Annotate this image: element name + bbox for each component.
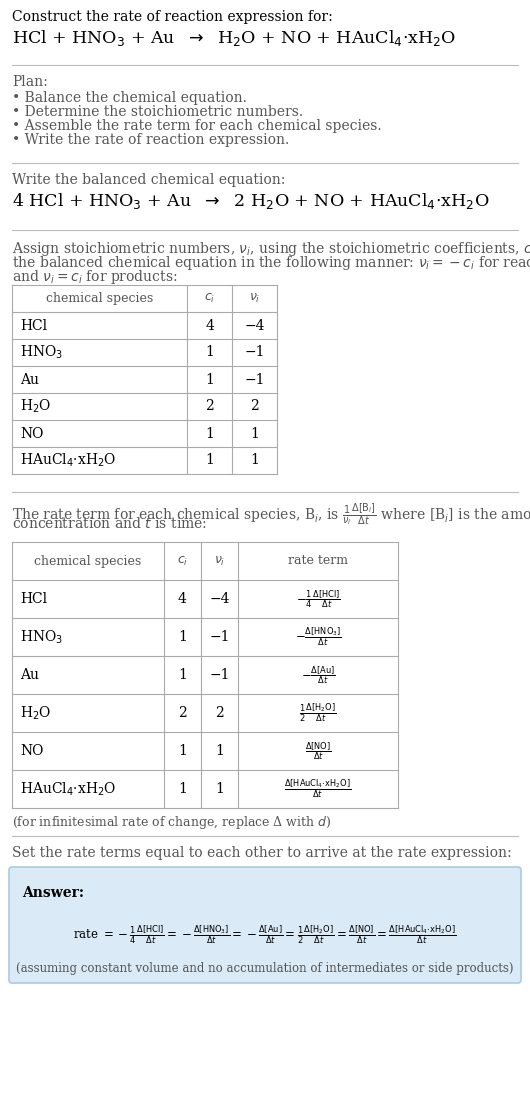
Text: Answer:: Answer: (22, 886, 84, 900)
Text: Au: Au (20, 372, 39, 387)
Text: 2: 2 (205, 400, 214, 413)
Text: HAuCl$_4$·xH$_2$O: HAuCl$_4$·xH$_2$O (20, 452, 117, 469)
Text: chemical species: chemical species (46, 293, 153, 305)
Text: • Write the rate of reaction expression.: • Write the rate of reaction expression. (12, 133, 289, 147)
Text: HCl: HCl (20, 318, 47, 332)
Text: Au: Au (20, 668, 39, 683)
Text: 2: 2 (215, 706, 224, 720)
Text: Write the balanced chemical equation:: Write the balanced chemical equation: (12, 173, 285, 187)
Text: Assign stoichiometric numbers, $\nu_i$, using the stoichiometric coefficients, $: Assign stoichiometric numbers, $\nu_i$, … (12, 240, 530, 258)
Text: $\nu_i$: $\nu_i$ (249, 291, 260, 305)
Text: (for infinitesimal rate of change, replace Δ with $d$): (for infinitesimal rate of change, repla… (12, 814, 331, 831)
FancyBboxPatch shape (9, 866, 521, 983)
Text: $c_i$: $c_i$ (204, 291, 215, 305)
Text: $\nu_i$: $\nu_i$ (214, 554, 225, 567)
Text: 1: 1 (178, 630, 187, 644)
Text: H$_2$O: H$_2$O (20, 398, 51, 416)
Text: 1: 1 (178, 743, 187, 758)
Text: the balanced chemical equation in the following manner: $\nu_i = -c_i$ for react: the balanced chemical equation in the fo… (12, 254, 530, 271)
Text: Construct the rate of reaction expression for:: Construct the rate of reaction expressio… (12, 10, 333, 24)
Text: 4 HCl + HNO$_3$ + Au  $\rightarrow$  2 H$_2$O + NO + HAuCl$_4$$\cdot$xH$_2$O: 4 HCl + HNO$_3$ + Au $\rightarrow$ 2 H$_… (12, 191, 489, 211)
Text: 1: 1 (178, 782, 187, 796)
Text: 1: 1 (205, 372, 214, 387)
Text: 1: 1 (250, 427, 259, 441)
Text: HCl + HNO$_3$ + Au  $\rightarrow$  H$_2$O + NO + HAuCl$_4$$\cdot$xH$_2$O: HCl + HNO$_3$ + Au $\rightarrow$ H$_2$O … (12, 28, 456, 48)
Text: • Balance the chemical equation.: • Balance the chemical equation. (12, 91, 247, 105)
Text: rate term: rate term (288, 554, 348, 567)
Text: 2: 2 (250, 400, 259, 413)
Text: 4: 4 (178, 592, 187, 606)
Text: Plan:: Plan: (12, 75, 48, 89)
Text: 1: 1 (205, 453, 214, 468)
Text: −1: −1 (244, 372, 265, 387)
Text: $\frac{\Delta[\mathrm{HAuCl_4{\cdot}xH_2O}]}{\Delta t}$: $\frac{\Delta[\mathrm{HAuCl_4{\cdot}xH_2… (285, 778, 351, 800)
Text: $\frac{1}{2}\frac{\Delta[\mathrm{H_2O}]}{\Delta t}$: $\frac{1}{2}\frac{\Delta[\mathrm{H_2O}]}… (299, 701, 337, 725)
Text: (assuming constant volume and no accumulation of intermediates or side products): (assuming constant volume and no accumul… (16, 962, 514, 975)
Text: • Determine the stoichiometric numbers.: • Determine the stoichiometric numbers. (12, 105, 303, 119)
Text: NO: NO (20, 743, 43, 758)
Text: 2: 2 (178, 706, 187, 720)
Text: −4: −4 (244, 318, 265, 332)
Text: 1: 1 (205, 427, 214, 441)
Text: 1: 1 (178, 668, 187, 683)
Text: NO: NO (20, 427, 43, 441)
Text: H$_2$O: H$_2$O (20, 705, 51, 721)
Text: $-\frac{\Delta[\mathrm{HNO_3}]}{\Delta t}$: $-\frac{\Delta[\mathrm{HNO_3}]}{\Delta t… (295, 626, 341, 648)
Text: $-\frac{1}{4}\frac{\Delta[\mathrm{HCl}]}{\Delta t}$: $-\frac{1}{4}\frac{\Delta[\mathrm{HCl}]}… (296, 588, 340, 609)
Text: chemical species: chemical species (34, 554, 142, 567)
Text: • Assemble the rate term for each chemical species.: • Assemble the rate term for each chemic… (12, 119, 382, 133)
Text: 4: 4 (205, 318, 214, 332)
Text: 1: 1 (205, 346, 214, 359)
Text: −4: −4 (209, 592, 229, 606)
Text: −1: −1 (209, 630, 229, 644)
Text: The rate term for each chemical species, B$_i$, is $\frac{1}{\nu_i}\frac{\Delta[: The rate term for each chemical species,… (12, 502, 530, 529)
Text: and $\nu_i = c_i$ for products:: and $\nu_i = c_i$ for products: (12, 268, 178, 286)
Text: 1: 1 (250, 453, 259, 468)
Text: $-\frac{\Delta[\mathrm{Au}]}{\Delta t}$: $-\frac{\Delta[\mathrm{Au}]}{\Delta t}$ (301, 664, 335, 686)
Text: 1: 1 (215, 782, 224, 796)
Text: HCl: HCl (20, 592, 47, 606)
Text: 1: 1 (215, 743, 224, 758)
Text: Set the rate terms equal to each other to arrive at the rate expression:: Set the rate terms equal to each other t… (12, 847, 511, 860)
Text: −1: −1 (244, 346, 265, 359)
Text: HNO$_3$: HNO$_3$ (20, 628, 63, 646)
Text: concentration and $t$ is time:: concentration and $t$ is time: (12, 516, 207, 531)
Text: −1: −1 (209, 668, 229, 683)
Text: HAuCl$_4$·xH$_2$O: HAuCl$_4$·xH$_2$O (20, 780, 117, 798)
Text: $\frac{\Delta[\mathrm{NO}]}{\Delta t}$: $\frac{\Delta[\mathrm{NO}]}{\Delta t}$ (305, 740, 331, 762)
Text: HNO$_3$: HNO$_3$ (20, 343, 63, 361)
Text: rate $= -\frac{1}{4}\frac{\Delta[\mathrm{HCl}]}{\Delta t} = -\frac{\Delta[\mathr: rate $= -\frac{1}{4}\frac{\Delta[\mathrm… (73, 924, 457, 946)
Text: $c_i$: $c_i$ (177, 554, 188, 567)
